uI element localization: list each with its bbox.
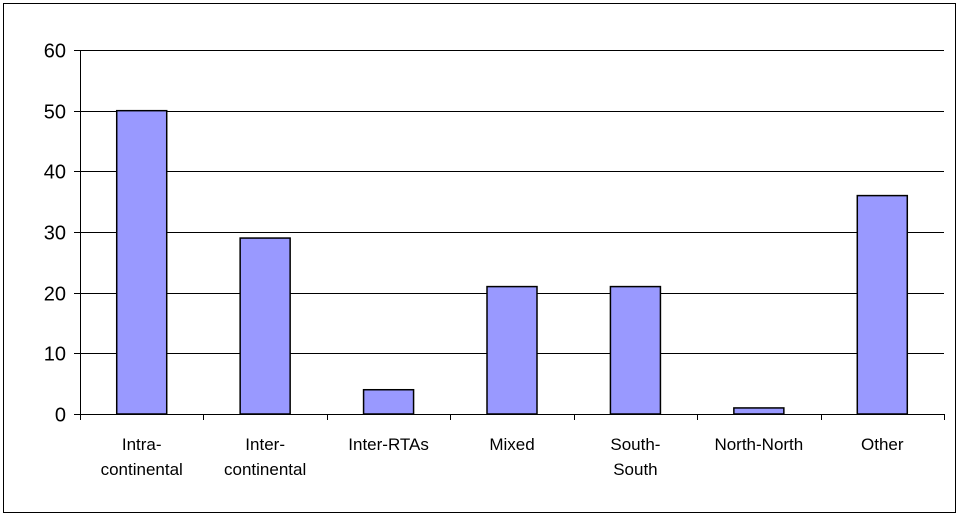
bar <box>115 109 168 415</box>
y-tick-label: 40 <box>44 162 66 184</box>
bar <box>486 285 538 415</box>
x-tick-label: continental <box>224 460 306 479</box>
y-tick-label: 30 <box>44 223 66 245</box>
x-tick-label: continental <box>101 460 183 479</box>
y-tick-label: 60 <box>44 41 66 63</box>
x-tick-label: South <box>613 460 657 479</box>
x-tick-label: Inter-RTAs <box>348 435 429 454</box>
y-tick-label: 10 <box>44 344 66 366</box>
bar <box>733 407 785 415</box>
x-tick-label: Inter- <box>245 435 285 454</box>
x-tick-label: South- <box>610 435 660 454</box>
x-tick-label: Other <box>861 435 904 454</box>
x-tick-label: Mixed <box>489 435 534 454</box>
bar <box>856 194 909 415</box>
bar <box>609 285 662 415</box>
y-tick-label: 0 <box>55 405 66 427</box>
y-tick-label: 20 <box>44 284 66 306</box>
x-tick-label: North-North <box>714 435 803 454</box>
x-tick-labels: Intra-continental Inter-continental Inter-… <box>101 435 904 479</box>
y-tick-labels: 0 10 20 30 40 50 60 <box>44 41 66 427</box>
bar <box>362 388 415 415</box>
x-tick-label: Intra- <box>122 435 162 454</box>
bar <box>239 237 291 415</box>
bars <box>115 109 909 415</box>
y-tick-label: 50 <box>44 102 66 124</box>
gridlines <box>80 50 944 354</box>
